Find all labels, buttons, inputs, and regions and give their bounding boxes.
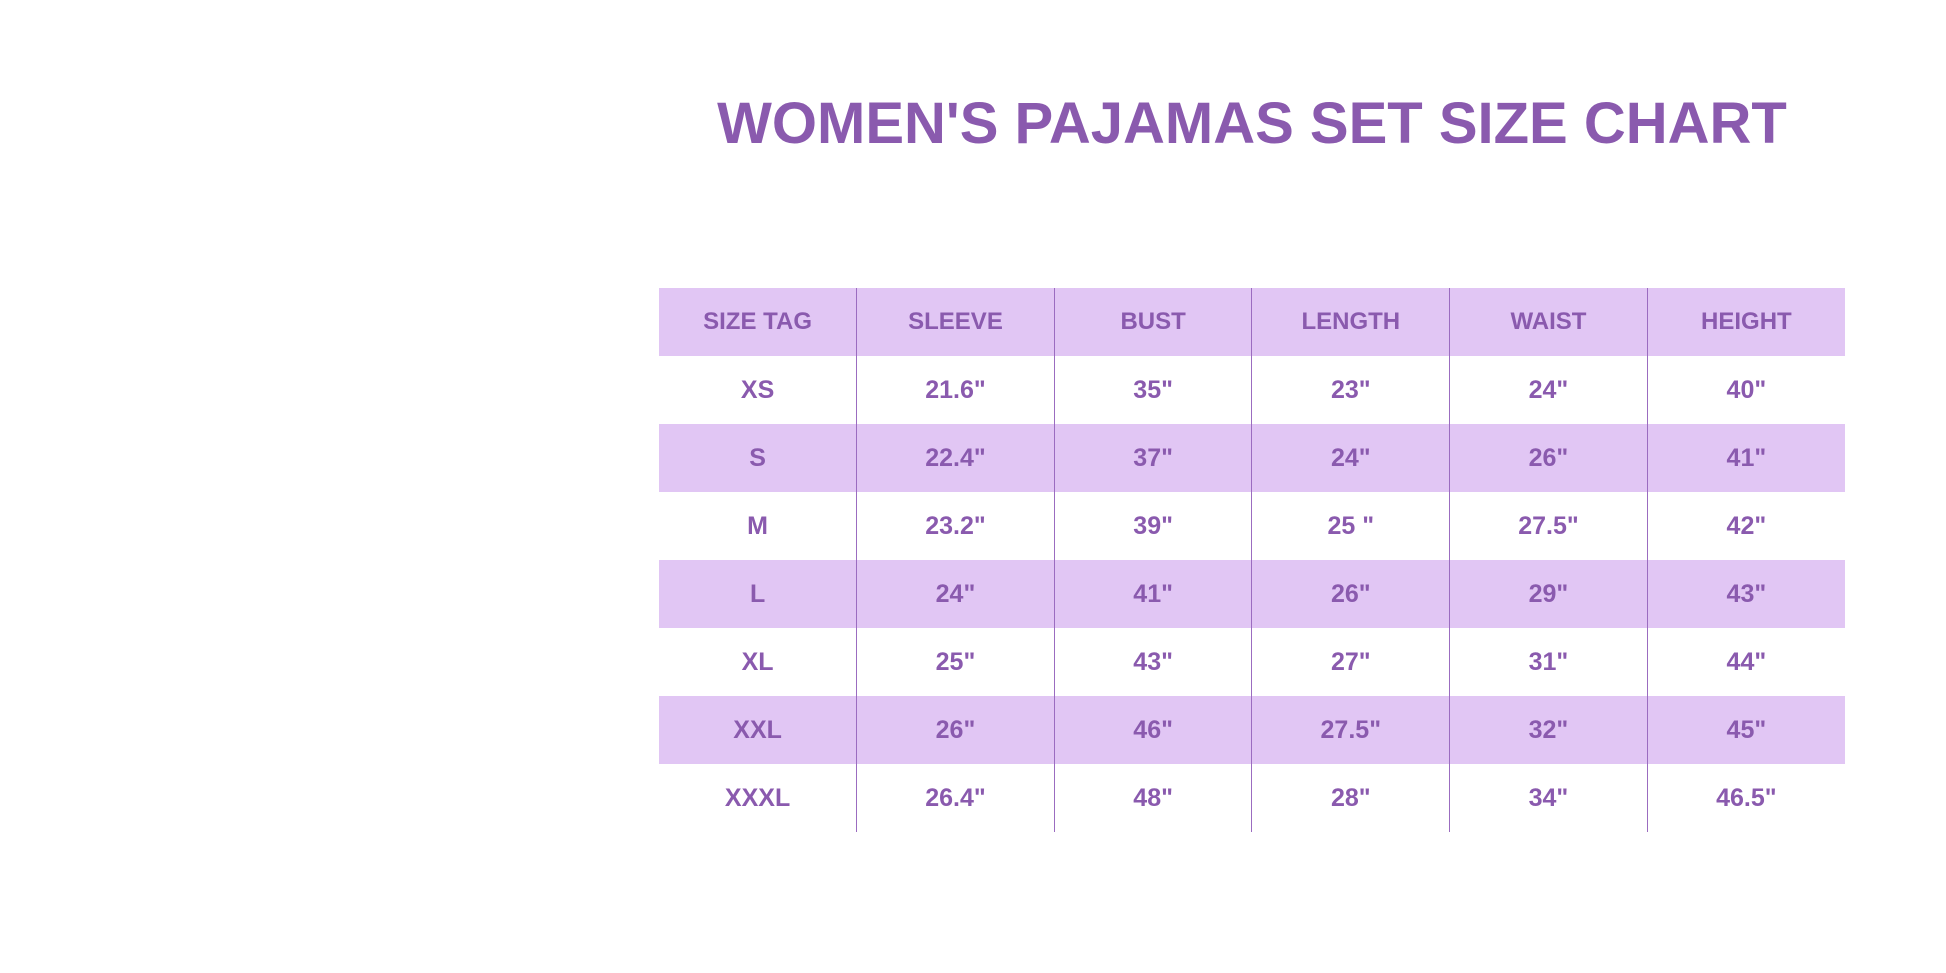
column-header: LENGTH xyxy=(1251,288,1450,356)
measurement-cell: 28" xyxy=(1251,764,1450,832)
measurement-cell: 26" xyxy=(1251,560,1450,628)
measurement-cell: 31" xyxy=(1449,628,1648,696)
measurement-cell: 27.5" xyxy=(1449,492,1648,560)
column-header: BUST xyxy=(1053,288,1252,356)
column-header: SIZE TAG xyxy=(703,308,813,335)
measurement-cell: 45" xyxy=(1646,696,1845,764)
measurement-cell: 43" xyxy=(1053,628,1252,696)
measurement-cell: 43" xyxy=(1646,560,1845,628)
size-cell: L xyxy=(749,579,766,608)
size-cell: M xyxy=(747,511,768,540)
measurement-cell: 26" xyxy=(856,696,1055,764)
column-header: WAIST xyxy=(1449,288,1648,356)
measurement-cell: 46.5" xyxy=(1646,764,1845,832)
measurement-cell: 44" xyxy=(1646,628,1845,696)
measurement-cell: 35" xyxy=(1053,356,1252,424)
measurement-cell: 24" xyxy=(856,560,1055,628)
measurement-cell: 37" xyxy=(1053,424,1252,492)
table-row: XXL 26" 46" 27.5" 32" 45" xyxy=(659,696,1845,764)
size-cell: S xyxy=(749,443,766,472)
measurement-cell: 24" xyxy=(1449,356,1648,424)
table-row: XS 21.6" 35" 23" 24" 40" xyxy=(659,356,1845,424)
measurement-cell: 42" xyxy=(1646,492,1845,560)
measurement-cell: 39" xyxy=(1053,492,1252,560)
table-row: S 22.4" 37" 24" 26" 41" xyxy=(659,424,1845,492)
page-title: WOMEN'S PAJAMAS SET SIZE CHART xyxy=(717,91,1787,156)
table-row: XL 25" 43" 27" 31" 44" xyxy=(659,628,1845,696)
measurement-cell: 26.4" xyxy=(856,764,1055,832)
measurement-cell: 25 " xyxy=(1251,492,1450,560)
size-chart-table: SIZE TAG SLEEVE BUST LENGTH WAIST HEIGHT… xyxy=(659,288,1845,832)
measurement-cell: 29" xyxy=(1449,560,1648,628)
table-row: M 23.2" 39" 25 " 27.5" 42" xyxy=(659,492,1845,560)
measurement-cell: 24" xyxy=(1251,424,1450,492)
column-header: SLEEVE xyxy=(856,288,1055,356)
measurement-cell: 41" xyxy=(1053,560,1252,628)
header-row: SIZE TAG SLEEVE BUST LENGTH WAIST HEIGHT xyxy=(659,288,1845,356)
table-row: XXXL 26.4" 48" 28" 34" 46.5" xyxy=(659,764,1845,832)
size-cell: XL xyxy=(741,647,774,676)
measurement-cell: 46" xyxy=(1053,696,1252,764)
measurement-cell: 22.4" xyxy=(856,424,1055,492)
measurement-cell: 27" xyxy=(1251,628,1450,696)
measurement-cell: 48" xyxy=(1053,764,1252,832)
table-body: XS 21.6" 35" 23" 24" 40" S 22.4" 37" 24" 26" 41" M 23… xyxy=(659,356,1845,832)
measurement-cell: 41" xyxy=(1646,424,1845,492)
measurement-cell: 21.6" xyxy=(856,356,1055,424)
measurement-cell: 23" xyxy=(1251,356,1450,424)
measurement-cell: 26" xyxy=(1449,424,1648,492)
measurement-cell: 27.5" xyxy=(1251,696,1450,764)
measurement-cell: 32" xyxy=(1449,696,1648,764)
measurement-cell: 34" xyxy=(1449,764,1648,832)
size-cell: XXXL xyxy=(724,783,791,812)
measurement-cell: 23.2" xyxy=(856,492,1055,560)
table-row: L 24" 41" 26" 29" 43" xyxy=(659,560,1845,628)
size-cell: XS xyxy=(740,375,775,404)
size-cell: XXL xyxy=(733,715,782,744)
measurement-cell: 40" xyxy=(1646,356,1845,424)
column-header: HEIGHT xyxy=(1646,288,1845,356)
measurement-cell: 25" xyxy=(856,628,1055,696)
